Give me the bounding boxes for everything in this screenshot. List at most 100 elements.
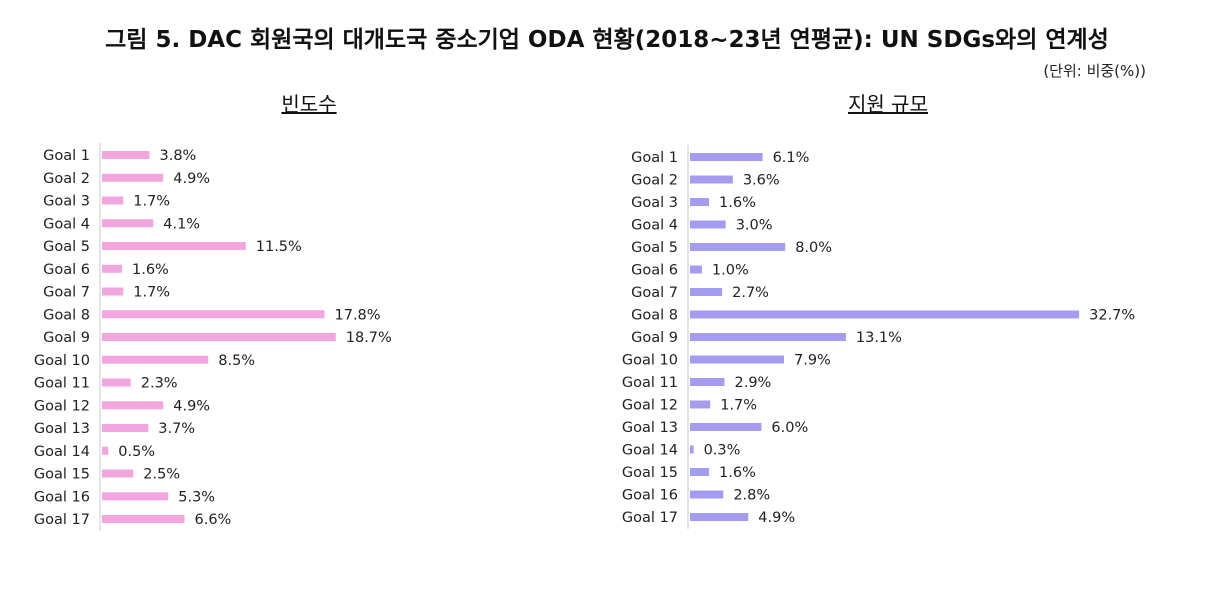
frequency-bar: [102, 378, 131, 387]
support-bar: [690, 490, 724, 499]
frequency-category-label: Goal 4: [43, 216, 90, 232]
frequency-category-label: Goal 9: [43, 330, 90, 346]
support-category-label: Goal 2: [631, 173, 678, 189]
frequency-bar: [102, 242, 246, 250]
frequency-bar: [102, 469, 134, 478]
frequency-category-label: Goal 12: [34, 398, 90, 414]
support-category-label: Goal 3: [631, 195, 678, 211]
support-value-label: 8.0%: [795, 240, 832, 256]
support-category-label: Goal 1: [631, 150, 678, 166]
support-bar: [690, 378, 725, 386]
frequency-bar: [102, 196, 124, 205]
frequency-category-label: Goal 3: [43, 194, 90, 210]
left-panel-title: 빈도수: [281, 92, 337, 116]
frequency-category-label: Goal 17: [34, 512, 90, 528]
support-value-label: 1.0%: [712, 263, 749, 279]
support-category-label: Goal 12: [622, 398, 678, 414]
support-value-label: 2.9%: [735, 375, 772, 391]
frequency-value-label: 1.6%: [132, 262, 169, 278]
support-value-label: 0.3%: [704, 443, 741, 459]
frequency-value-label: 2.3%: [141, 376, 178, 392]
frequency-bar: [102, 515, 185, 523]
support-bar: [690, 513, 749, 521]
frequency-value-label: 1.7%: [133, 285, 170, 301]
support-bar: [690, 265, 702, 274]
frequency-bar: [102, 446, 109, 455]
support-value-label: 1.7%: [720, 398, 757, 414]
support-value-label: 2.7%: [732, 285, 769, 301]
support-value-label: 1.6%: [719, 465, 756, 481]
frequency-bar: [102, 424, 149, 432]
frequency-value-label: 11.5%: [256, 239, 302, 255]
frequency-category-label: Goal 11: [34, 376, 90, 392]
frequency-bar: [102, 355, 209, 364]
support-category-label: Goal 15: [622, 465, 678, 481]
support-value-label: 4.9%: [758, 510, 795, 526]
support-value-label: 1.6%: [719, 195, 756, 211]
frequency-value-label: 5.3%: [178, 489, 215, 505]
support-category-label: Goal 9: [631, 330, 678, 346]
support-bar: [690, 423, 762, 431]
support-category-label: Goal 8: [631, 308, 678, 324]
frequency-category-label: Goal 6: [43, 262, 90, 278]
support-category-label: Goal 10: [622, 353, 678, 369]
frequency-value-label: 3.8%: [160, 148, 197, 164]
support-category-label: Goal 4: [631, 218, 678, 234]
frequency-bar: [102, 219, 154, 228]
frequency-value-label: 0.5%: [118, 444, 155, 460]
support-value-label: 13.1%: [856, 330, 902, 346]
frequency-bar: [102, 151, 150, 159]
frequency-value-label: 2.5%: [143, 467, 180, 483]
frequency-category-label: Goal 15: [34, 467, 90, 483]
support-category-label: Goal 11: [622, 375, 678, 391]
support-bar: [690, 468, 710, 476]
support-bar: [690, 288, 723, 296]
support-value-label: 2.8%: [733, 488, 770, 504]
frequency-value-label: 6.6%: [195, 512, 232, 528]
support-bar: [690, 445, 694, 454]
frequency-bar: [102, 333, 336, 341]
frequency-category-label: Goal 2: [43, 171, 90, 187]
frequency-value-label: 8.5%: [218, 353, 255, 369]
frequency-bar: [102, 264, 122, 273]
support-category-label: Goal 13: [622, 420, 678, 436]
support-category-label: Goal 7: [631, 285, 678, 301]
frequency-value-label: 3.7%: [158, 421, 195, 437]
support-value-label: 6.1%: [773, 150, 810, 166]
frequency-category-label: Goal 1: [43, 148, 90, 164]
frequency-bar: [102, 287, 124, 296]
frequency-category-label: Goal 5: [43, 239, 90, 255]
support-bar: [690, 333, 846, 341]
support-category-label: Goal 17: [622, 510, 678, 526]
support-value-label: 3.6%: [743, 173, 780, 189]
figure-title: 그림 5. DAC 회원국의 대개도국 중소기업 ODA 현황(2018~23년…: [105, 27, 1109, 53]
unit-label: (단위: 비중(%)): [1043, 62, 1146, 80]
support-bar: [690, 175, 733, 184]
frequency-bar: [102, 401, 164, 410]
support-bar: [690, 355, 785, 364]
support-bar: [690, 310, 1080, 319]
frequency-value-label: 18.7%: [346, 330, 392, 346]
support-category-label: Goal 5: [631, 240, 678, 256]
support-category-label: Goal 16: [622, 488, 678, 504]
support-category-label: Goal 14: [622, 443, 678, 459]
right-panel-title: 지원 규모: [848, 92, 928, 116]
frequency-bar: [102, 492, 169, 501]
frequency-value-label: 1.7%: [133, 194, 170, 210]
frequency-bar: [102, 173, 164, 182]
frequency-category-label: Goal 13: [34, 421, 90, 437]
support-value-label: 6.0%: [771, 420, 808, 436]
frequency-category-label: Goal 16: [34, 489, 90, 505]
frequency-category-label: Goal 14: [34, 444, 90, 460]
frequency-category-label: Goal 10: [34, 353, 90, 369]
frequency-value-label: 4.9%: [173, 171, 210, 187]
support-value-label: 3.0%: [736, 218, 773, 234]
frequency-category-label: Goal 7: [43, 285, 90, 301]
support-value-label: 7.9%: [794, 353, 831, 369]
support-bar: [690, 153, 763, 161]
frequency-category-label: Goal 8: [43, 307, 90, 323]
support-bar: [690, 243, 786, 251]
frequency-bar: [102, 310, 325, 319]
